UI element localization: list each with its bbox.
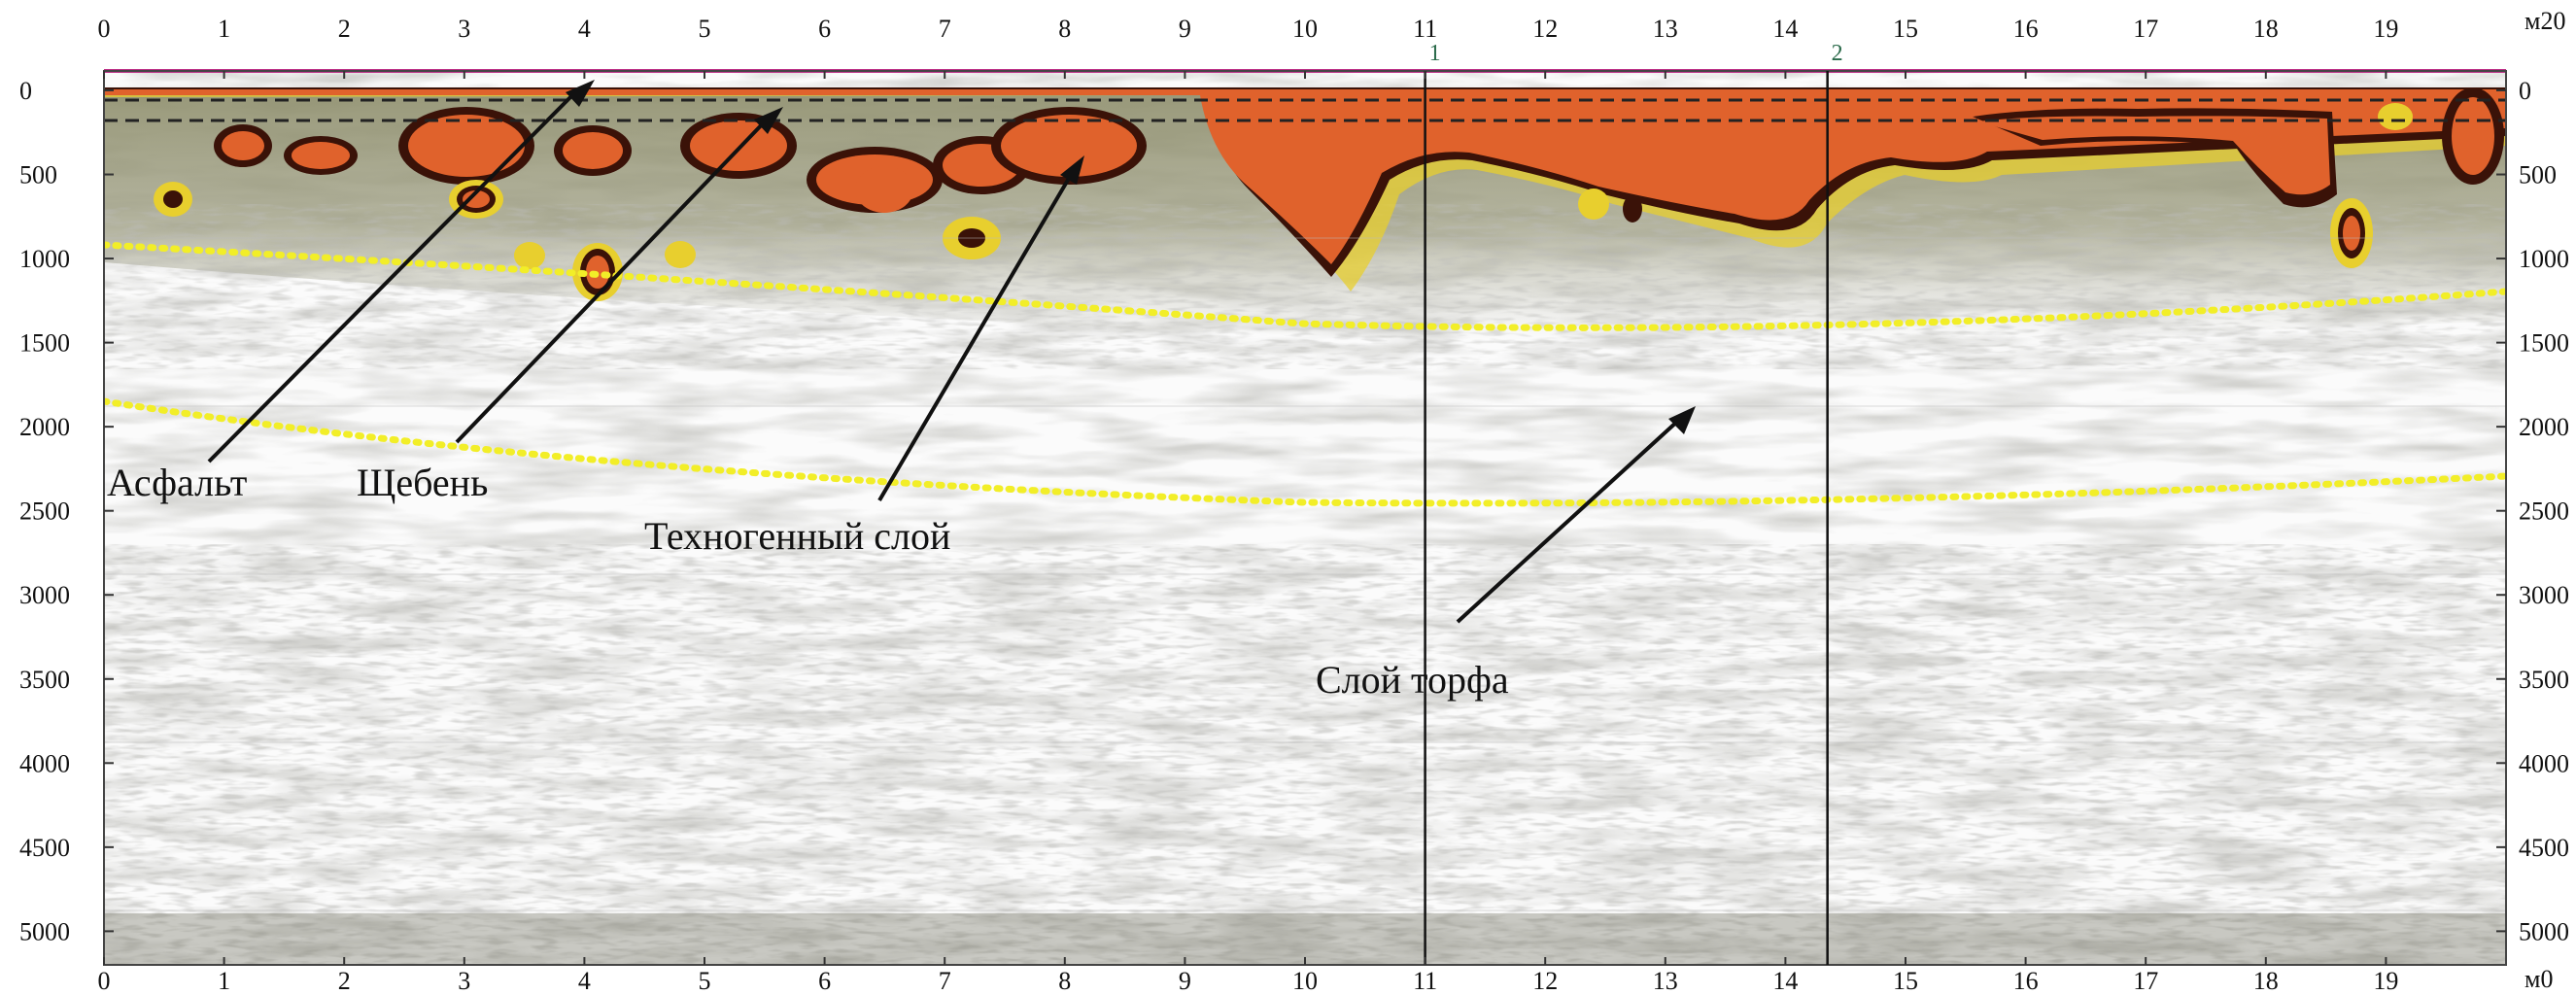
x-bottom-tick-label: 3: [458, 967, 470, 995]
x-bottom-tick-label: 12: [1532, 967, 1558, 995]
x-bottom-tick-label: 6: [818, 967, 831, 995]
boundary-lower-dotted: [104, 397, 2506, 507]
arrow-gravel: [455, 117, 770, 444]
x-top-tick-label: 19: [2373, 15, 2398, 43]
x-top-tick-label: 17: [2133, 15, 2158, 43]
y-left-tick-label: 3000: [19, 581, 70, 609]
marker-label-1: 1: [1429, 41, 1441, 66]
annotation-arrows: [207, 80, 1696, 624]
label-asphalt: Асфальт: [107, 461, 247, 504]
x-bottom-tick-label: 17: [2133, 967, 2158, 995]
x-unit-label-bottom: м0: [2524, 965, 2553, 993]
x-bottom-tick-label: 0: [98, 967, 111, 995]
x-axis-top: 0 1 2 3 4 5 6 7 8 9 10 11 12 13 14 15 16 17 18 19: [98, 15, 2398, 79]
x-top-tick-label: 15: [1893, 15, 1918, 43]
x-top-tick-label: 9: [1179, 15, 1191, 43]
bottom-dark-band: [104, 913, 2506, 965]
x-bottom-tick-label: 8: [1058, 967, 1071, 995]
x-bottom-tick-label: 4: [578, 967, 591, 995]
x-bottom-tick-label: 16: [2013, 967, 2039, 995]
y-left-tick-label: 500: [19, 161, 57, 189]
grid-lines: [104, 237, 2506, 911]
x-bottom-tick-label: 10: [1292, 967, 1318, 995]
y-left-tick-label: 2500: [19, 498, 70, 526]
x-bottom-tick-label: 1: [218, 967, 230, 995]
arrow-peat: [1456, 418, 1681, 624]
shallow-anomalies: [104, 87, 2506, 301]
y-right-tick-label: 500: [2519, 161, 2557, 189]
label-peat-layer: Слой торфа: [1316, 658, 1509, 702]
x-bottom-tick-label: 14: [1772, 967, 1798, 995]
x-top-tick-label: 14: [1772, 15, 1798, 43]
y-axis-left: 0 500 1000 1500 2000 2500 3000 3500 4000 4500 5000: [19, 77, 114, 945]
y-axis-right: 0 500 1000 1500 2000 2500 3000 3500 4000 4500 5000: [2496, 77, 2569, 945]
boundary-upper-dotted: [104, 241, 2506, 331]
y-left-tick-label: 3500: [19, 666, 70, 694]
y-left-tick-label: 4000: [19, 749, 70, 777]
x-bottom-tick-label: 9: [1179, 967, 1191, 995]
x-top-tick-label: 7: [939, 15, 951, 43]
y-right-tick-label: 3500: [2519, 666, 2569, 694]
x-bottom-tick-label: 13: [1653, 967, 1678, 995]
y-left-tick-label: 4500: [19, 834, 70, 862]
x-top-tick-label: 10: [1292, 15, 1318, 43]
x-bottom-tick-label: 19: [2373, 967, 2398, 995]
y-right-tick-label: 0: [2519, 77, 2531, 105]
x-top-tick-label: 4: [578, 15, 591, 43]
x-bottom-tick-label: 18: [2253, 967, 2279, 995]
arrow-technogenic-head: [1060, 155, 1084, 185]
x-bottom-tick-label: 7: [939, 967, 951, 995]
arrow-peat-head: [1668, 406, 1696, 434]
y-right-tick-label: 5000: [2519, 917, 2569, 945]
x-top-tick-label: 0: [98, 15, 111, 43]
x-top-tick-label: 1: [218, 15, 230, 43]
x-top-tick-label: 8: [1058, 15, 1071, 43]
marker-label-2: 2: [1832, 41, 1843, 66]
y-left-tick-label: 0: [19, 77, 32, 105]
x-axis-bottom: 0 1 2 3 4 5 6 7 8 9 10 11 12 13 14 15 16 17 18 19: [98, 957, 2398, 995]
x-top-tick-label: 5: [699, 15, 711, 43]
y-right-tick-label: 1000: [2519, 245, 2569, 273]
y-left-tick-label: 2000: [19, 413, 70, 441]
x-unit-label-top: м20: [2524, 7, 2565, 35]
x-top-tick-label: 6: [818, 15, 831, 43]
x-top-tick-label: 18: [2253, 15, 2279, 43]
x-top-tick-label: 11: [1413, 15, 1437, 43]
x-bottom-tick-label: 5: [699, 967, 711, 995]
x-bottom-tick-label: 11: [1413, 967, 1437, 995]
y-right-tick-label: 4500: [2519, 834, 2569, 862]
plot-background: [104, 71, 2506, 965]
x-top-tick-label: 12: [1532, 15, 1558, 43]
arrow-asphalt-head: [566, 80, 595, 107]
y-right-tick-label: 3000: [2519, 581, 2569, 609]
y-right-tick-label: 2500: [2519, 498, 2569, 526]
x-top-tick-label: 16: [2013, 15, 2039, 43]
y-left-tick-label: 5000: [19, 917, 70, 945]
label-technogenic-layer: Техногенный слой: [644, 514, 950, 558]
arrow-asphalt: [207, 87, 580, 463]
x-top-tick-label: 3: [458, 15, 470, 43]
x-bottom-tick-label: 2: [338, 967, 351, 995]
label-gravel: Щебень: [357, 461, 488, 504]
arrow-gravel-head: [754, 107, 783, 134]
arrow-technogenic: [877, 168, 1076, 502]
x-top-tick-label: 13: [1653, 15, 1678, 43]
y-right-tick-label: 1500: [2519, 329, 2569, 358]
y-left-tick-label: 1000: [19, 245, 70, 273]
y-left-tick-label: 1500: [19, 329, 70, 358]
x-top-tick-label: 2: [338, 15, 351, 43]
y-right-tick-label: 4000: [2519, 749, 2569, 777]
y-right-tick-label: 2000: [2519, 413, 2569, 441]
x-bottom-tick-label: 15: [1893, 967, 1918, 995]
